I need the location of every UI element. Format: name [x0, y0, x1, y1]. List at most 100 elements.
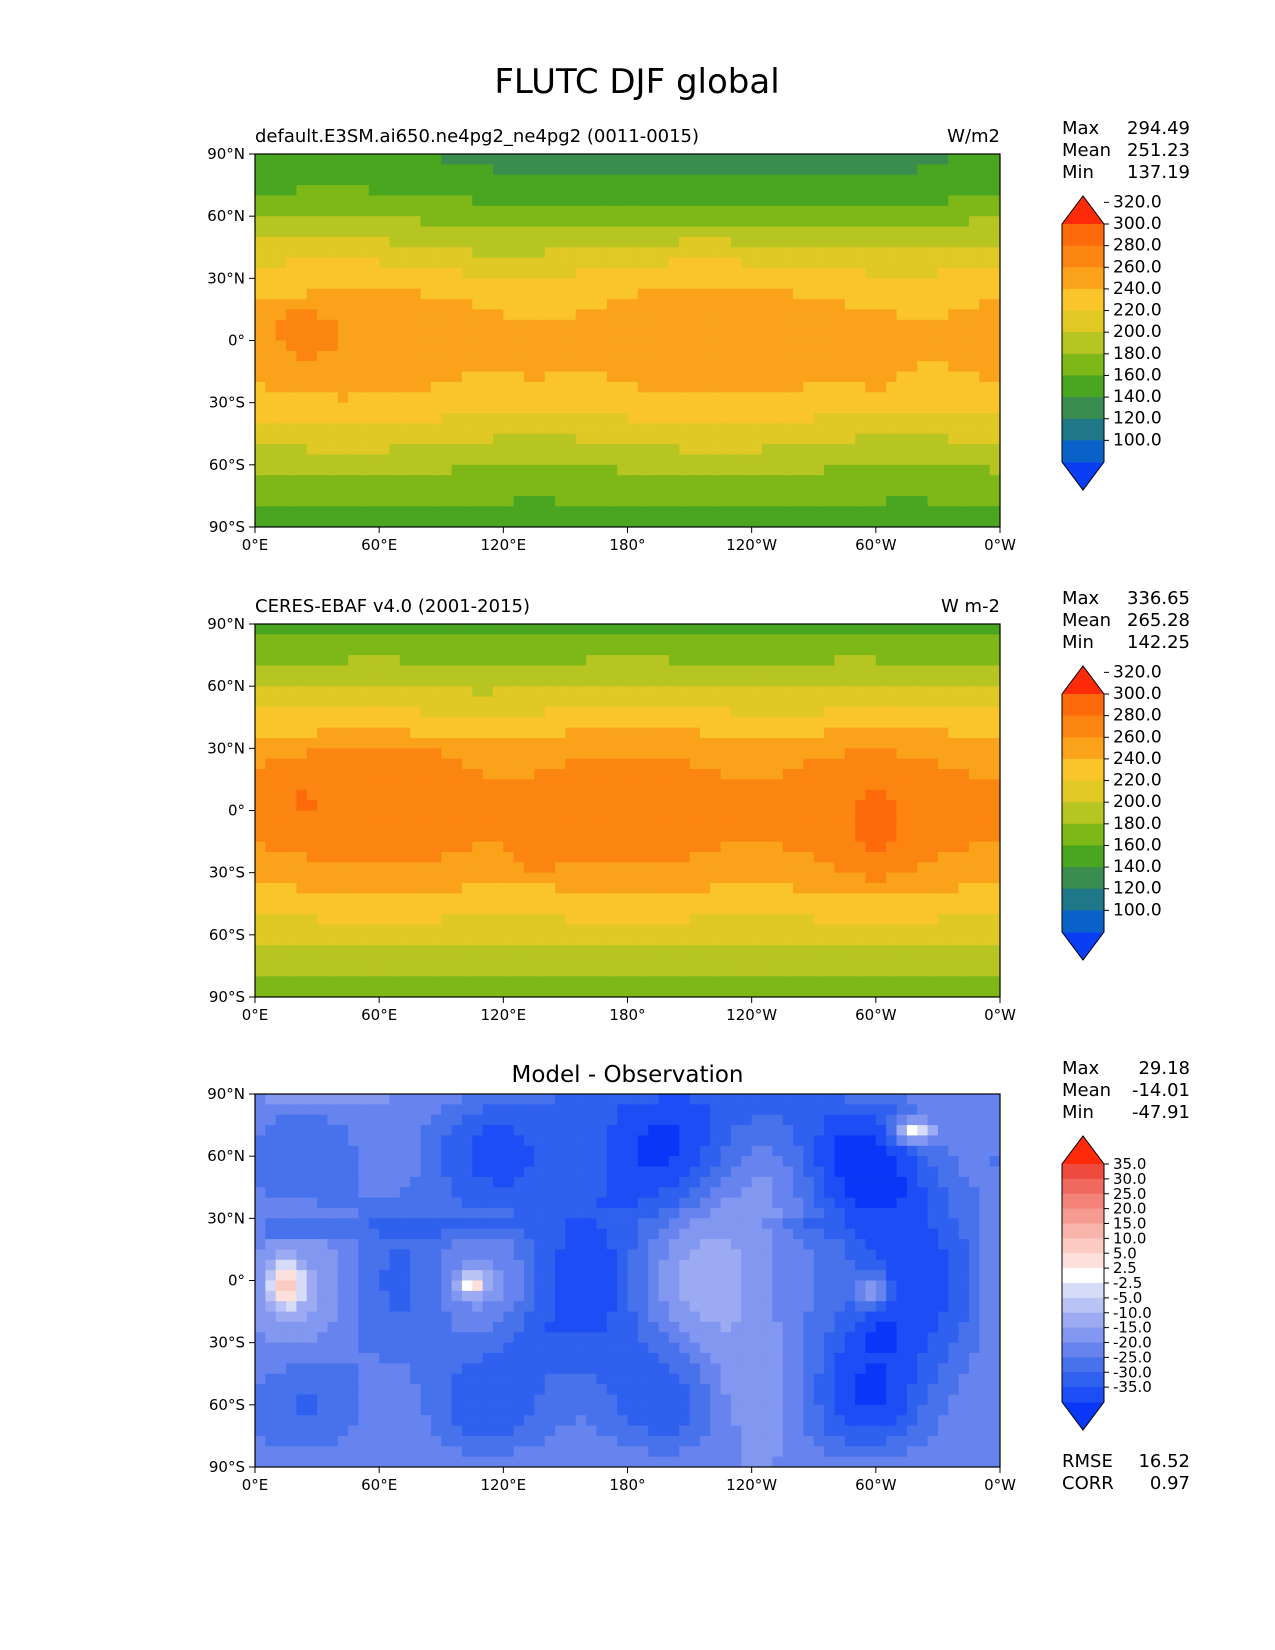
map-cell — [368, 820, 380, 832]
map-cell — [679, 454, 691, 466]
map-cell — [337, 350, 349, 362]
map-cell — [958, 727, 970, 739]
map-cell — [513, 226, 525, 238]
map-cell — [865, 195, 877, 207]
map-cell — [689, 257, 701, 269]
map-cell — [544, 299, 556, 311]
map-cell — [410, 309, 422, 321]
map-cell — [565, 737, 577, 749]
map-cell — [958, 516, 970, 527]
map-cell — [917, 644, 929, 656]
map-cell — [327, 361, 339, 373]
map-cell — [286, 464, 297, 476]
map-cell — [803, 516, 815, 527]
map-cell — [627, 644, 639, 656]
map-cell — [710, 914, 722, 926]
map-cell — [927, 655, 939, 667]
map-cell — [886, 216, 898, 228]
map-cell — [762, 506, 773, 518]
map-cell — [492, 831, 504, 843]
map-cell — [896, 644, 908, 656]
map-cell — [720, 247, 732, 259]
map-cell — [534, 402, 546, 414]
map-cell — [834, 779, 846, 791]
map-cell — [420, 236, 432, 248]
map-cell — [482, 319, 494, 331]
map-cell — [348, 624, 360, 635]
map-cell — [430, 737, 442, 749]
map-cell — [844, 288, 856, 300]
map-cell — [389, 924, 401, 936]
map-cell — [337, 872, 349, 884]
map-cell — [968, 278, 980, 290]
map-cell — [575, 769, 587, 781]
map-cell — [317, 665, 329, 677]
map-cell — [627, 706, 639, 718]
map-cell — [544, 769, 556, 781]
map-cell — [306, 810, 318, 822]
map-cell — [824, 174, 836, 186]
map-cell — [492, 644, 504, 656]
map-cell — [555, 164, 567, 176]
map-cell — [803, 883, 815, 894]
map-cell — [803, 696, 815, 708]
map-cell — [586, 820, 598, 832]
map-cell — [306, 402, 318, 414]
map-cell — [410, 361, 422, 373]
map-cell — [927, 851, 939, 863]
map-cell — [917, 495, 929, 507]
map-cell — [275, 903, 287, 915]
map-cell — [555, 205, 567, 217]
map-cell — [317, 831, 329, 843]
map-cell — [596, 226, 608, 238]
map-cell — [679, 444, 691, 456]
map-cell — [865, 851, 877, 863]
map-cell — [824, 831, 836, 843]
map-cell — [482, 945, 494, 957]
map-cell — [534, 727, 546, 739]
map-cell — [927, 402, 939, 414]
map-cell — [492, 340, 504, 352]
map-cell — [968, 236, 980, 248]
map-cell — [451, 955, 463, 967]
map-cell — [430, 644, 442, 656]
map-cell — [989, 914, 1000, 926]
map-cell — [348, 644, 360, 656]
map-cell — [855, 319, 867, 331]
map-cell — [441, 454, 453, 466]
map-cell — [720, 164, 732, 176]
map-cell — [637, 686, 649, 698]
map-cell — [886, 361, 898, 373]
map-cell — [896, 727, 908, 739]
map-cell — [989, 924, 1000, 936]
map-cell — [813, 174, 825, 186]
map-cell — [472, 247, 484, 259]
map-cell — [979, 267, 991, 279]
map-cell — [699, 934, 711, 946]
map-cell — [399, 769, 411, 781]
map-cell — [534, 706, 546, 718]
map-cell — [803, 444, 815, 456]
map-cell — [430, 444, 442, 456]
map-cell — [368, 330, 380, 342]
map-cell — [751, 516, 763, 527]
map-cell — [741, 644, 753, 656]
map-cell — [979, 174, 991, 186]
map-cell — [906, 495, 918, 507]
map-cell — [337, 216, 349, 228]
map-cell — [275, 706, 287, 718]
map-cell — [555, 195, 567, 207]
map-cell — [317, 696, 329, 708]
map-cell — [855, 789, 867, 801]
map-cell — [337, 309, 349, 321]
map-cell — [668, 216, 680, 228]
map-cell — [958, 810, 970, 822]
map-cell — [710, 644, 722, 656]
map-field — [255, 624, 1000, 997]
map-cell — [544, 789, 556, 801]
map-cell — [327, 934, 339, 946]
map-cell — [668, 903, 680, 915]
map-cell — [596, 665, 608, 677]
map-cell — [699, 361, 711, 373]
map-cell — [286, 371, 297, 383]
